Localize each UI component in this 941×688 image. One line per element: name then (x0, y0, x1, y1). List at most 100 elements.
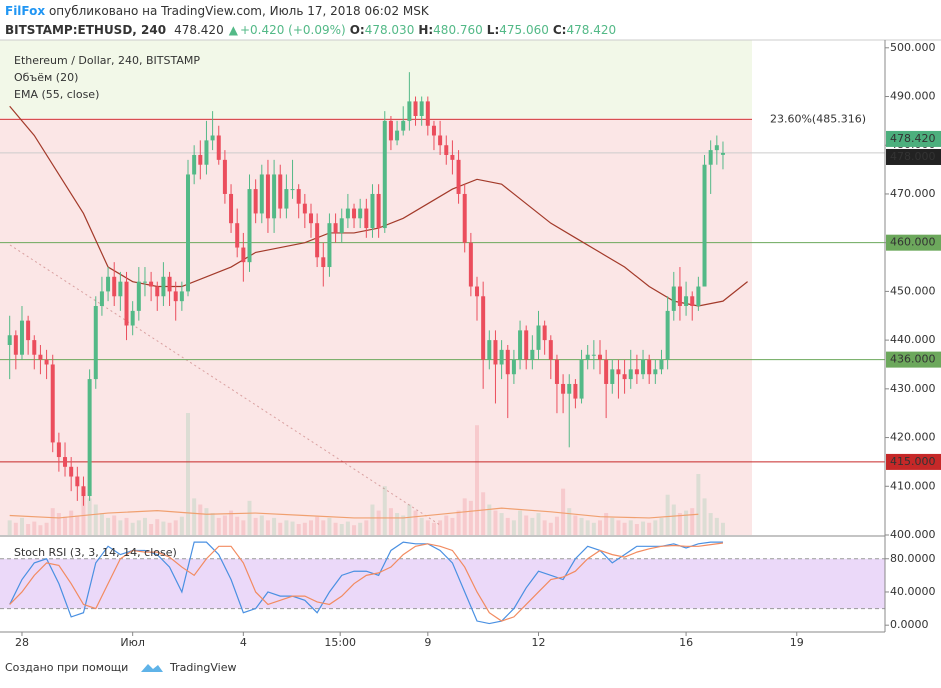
volume-bar (591, 522, 596, 535)
volume-bar (265, 520, 270, 535)
volume-bar (493, 510, 498, 535)
ohlc-label: L: (487, 23, 499, 37)
candle-body (290, 189, 295, 191)
candle-body (468, 242, 473, 287)
volume-bar (93, 504, 98, 535)
candle-body (585, 354, 590, 360)
y-tick-label: 430.000 (890, 382, 936, 395)
volume-bar (376, 510, 381, 535)
volume-bar (272, 517, 277, 535)
volume-bar (179, 516, 184, 535)
volume-bar (136, 520, 141, 535)
volume-bar (284, 520, 289, 535)
candle-body (130, 310, 135, 326)
volume-bar (702, 498, 707, 535)
candle-body (333, 223, 338, 233)
brand-logo (141, 664, 163, 672)
candle-body (401, 120, 406, 131)
candle-body (714, 145, 719, 151)
ohlc-value: 478.420 (566, 23, 616, 37)
volume-bar (462, 498, 467, 535)
volume-bar (370, 504, 375, 535)
trend-line (9, 244, 441, 526)
candle-body (339, 218, 344, 233)
volume-bar (487, 504, 492, 535)
candle-body (161, 276, 166, 297)
candle-body (50, 364, 55, 443)
volume-bar (124, 517, 129, 535)
candle-body (210, 135, 215, 141)
candle-body (173, 291, 178, 302)
candle-body (542, 325, 547, 341)
candle-body (370, 193, 375, 229)
volume-bar (542, 520, 547, 535)
volume-bar (708, 513, 713, 535)
volume-bar (364, 520, 369, 535)
candle-body (124, 281, 129, 326)
candle-body (253, 189, 258, 214)
volume-bar (352, 525, 357, 535)
candle-body (665, 310, 670, 360)
x-tick-label: 19 (790, 636, 804, 649)
candle-body (419, 101, 424, 117)
candle-body (536, 325, 541, 350)
ohlc-label: O: (350, 23, 365, 37)
volume-bar (475, 425, 480, 535)
candle-body (352, 208, 357, 219)
volume-bar (69, 510, 74, 535)
candle-body (81, 486, 86, 497)
candle-body (604, 359, 609, 384)
volume-bar (204, 508, 209, 535)
candle-body (265, 174, 270, 219)
candle-body (93, 306, 98, 380)
footer-text: Создано при помощи (5, 661, 128, 674)
volume-bar (419, 517, 424, 535)
candle-body (241, 247, 246, 263)
volume-bar (198, 504, 203, 535)
candle-body (308, 213, 313, 224)
volume-bar (302, 522, 307, 535)
volume-bar (247, 500, 252, 535)
price-tag-label: 478.420 (890, 132, 936, 145)
candle-body (364, 208, 369, 229)
candle-body (511, 359, 516, 375)
y-tick-label: 40.0000 (890, 585, 936, 598)
volume-bar (628, 520, 633, 535)
x-tick-label: 15:00 (324, 636, 356, 649)
candle-body (87, 379, 92, 497)
volume-bar (99, 513, 104, 535)
candle-body (142, 281, 147, 283)
candle-body (395, 130, 400, 141)
ohlc-label: C: (553, 23, 567, 37)
level-tag (886, 453, 941, 470)
candle-body (456, 159, 461, 194)
candle-body (278, 174, 283, 209)
candle-body (548, 340, 553, 360)
change: +0.420 (+0.09%) (240, 23, 346, 37)
volume-bar (597, 520, 602, 535)
candle-body (413, 101, 418, 117)
volume-bar (696, 474, 701, 535)
volume-bar (290, 521, 295, 535)
candle-body (32, 340, 37, 355)
candle-body (677, 286, 682, 307)
volume-bar (327, 517, 332, 535)
candle-body (149, 281, 154, 287)
candle-body (481, 296, 486, 360)
candle-body (438, 135, 443, 146)
candle-body (708, 150, 713, 165)
candle-body (628, 369, 633, 380)
candle-body (591, 354, 596, 356)
volume-bar (44, 522, 49, 535)
volume-bar (315, 516, 320, 535)
volume-bar (610, 517, 615, 535)
volume-bar (155, 519, 160, 535)
candle-body (493, 340, 498, 365)
candle-body (702, 164, 707, 287)
candle-body (690, 296, 695, 307)
candle-body (376, 193, 381, 229)
volume-bar (518, 510, 523, 535)
candle-body (407, 101, 412, 121)
volume-bar (720, 522, 725, 535)
volume-bar (81, 492, 86, 535)
